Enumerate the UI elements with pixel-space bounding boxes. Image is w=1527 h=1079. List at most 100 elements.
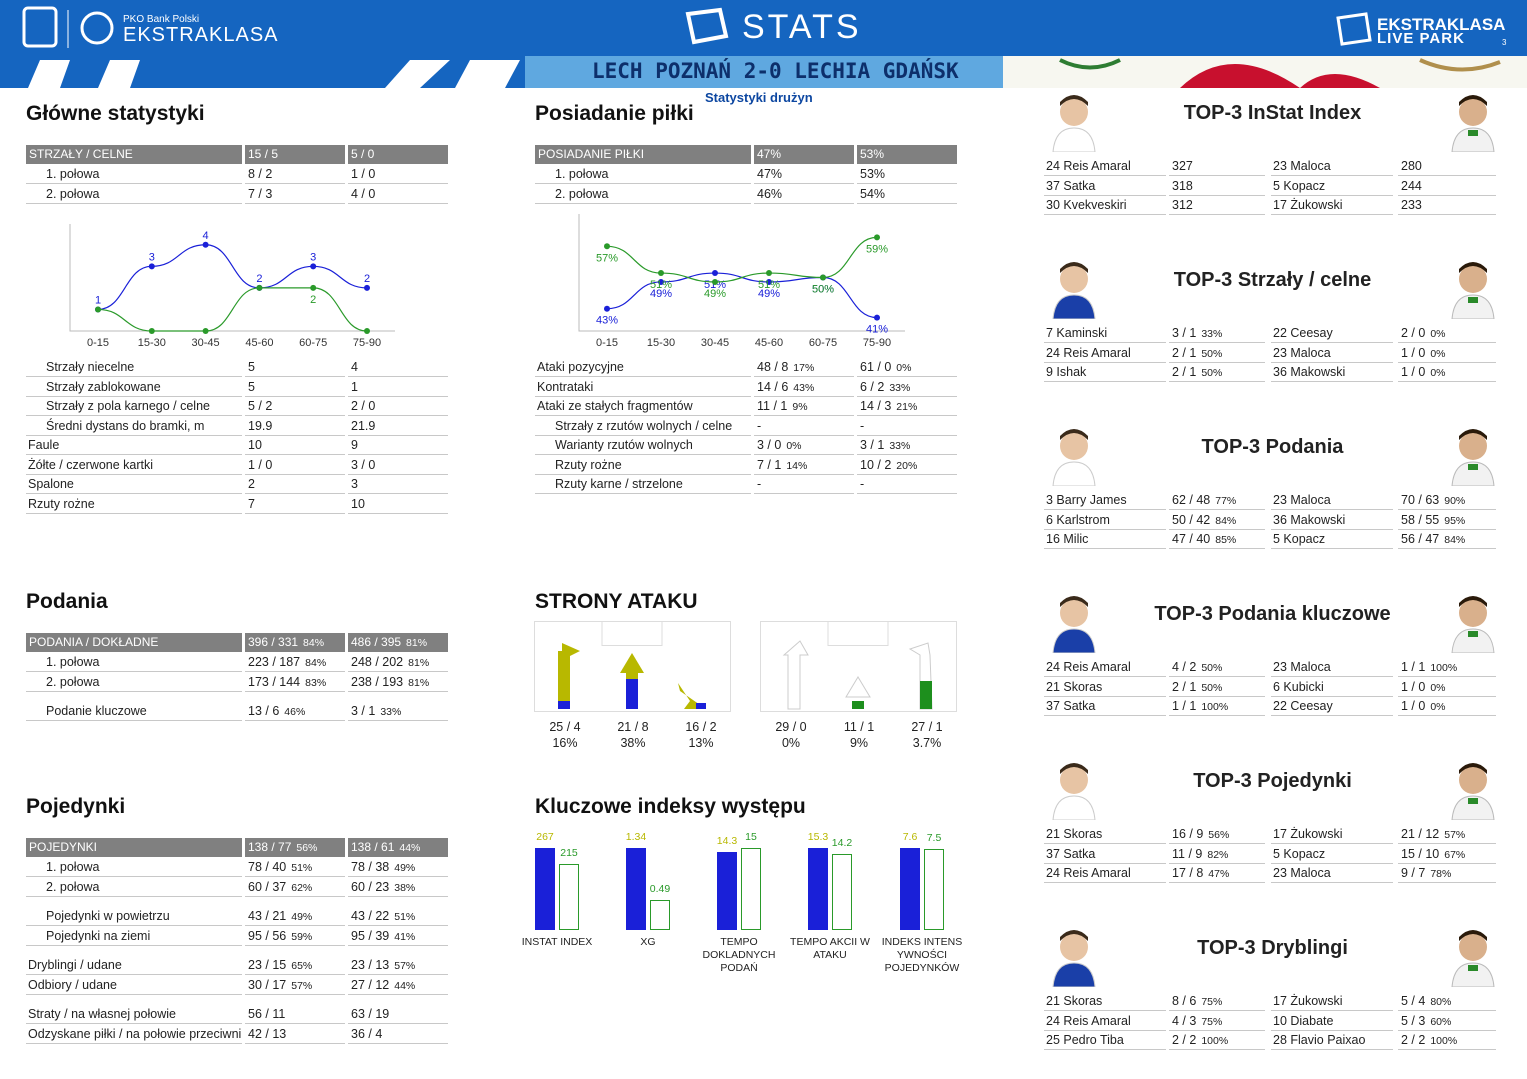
main_stats-row-label: 1. połowa xyxy=(26,165,242,184)
top3-home-player: 21 Skoras xyxy=(1044,825,1166,844)
possession-row-away-pct: 21% xyxy=(896,401,918,413)
away-player-photo xyxy=(1450,927,1496,988)
possession-row-label: Strzały z rzutów wolnych / celne xyxy=(535,417,751,436)
possession-row-label: Kontrataki xyxy=(535,378,751,397)
main_stats-row-label: Strzały z pola karnego / celne xyxy=(26,397,242,416)
attack-home-value: 25 / 4 xyxy=(549,720,581,734)
top3-away-value: 1 / 1 xyxy=(1401,660,1426,674)
duels-row-away-value: 23 / 13 xyxy=(351,958,390,972)
top3-home-value: 17 / 8 xyxy=(1172,866,1204,880)
duels-row-home-pct: 51% xyxy=(291,862,313,874)
x-tick-label: 15-30 xyxy=(138,337,166,349)
match-title: LECH POZNAŃ 2-0 LECHIA GDAŃSK xyxy=(592,59,959,83)
passes-row-home-value: 223 / 187 xyxy=(248,655,301,669)
top3-home-pct: 33% xyxy=(1201,328,1223,340)
possession-row-home: 48 / 8 17% xyxy=(754,358,854,377)
passes-row-home: 173 / 144 83% xyxy=(245,673,345,692)
top3-home-stat: 2 / 1 50% xyxy=(1169,678,1265,697)
key-index-home-bar xyxy=(626,848,646,930)
top3-away-player: 5 Kopacz xyxy=(1271,530,1393,549)
main_stats-row-label: Żółte / czerwone kartki xyxy=(26,456,242,475)
top3-away-stat: 56 / 47 84% xyxy=(1398,530,1496,549)
top3-away-player: 22 Ceesay xyxy=(1271,324,1393,343)
home-player-photo xyxy=(1051,760,1097,821)
passes-row-home-pct: 46% xyxy=(284,706,306,718)
duels-row-label: 1. połowa xyxy=(26,858,242,877)
attack-home-pct: 13% xyxy=(688,736,714,750)
main_stats-row-away: 4 / 0 xyxy=(348,185,448,204)
top3-away-player: 22 Ceesay xyxy=(1271,697,1393,716)
attack-home-pct: 16% xyxy=(552,736,578,750)
key-index-label: INDEKS INTENS YWNOŚCI POJEDYNKÓW xyxy=(881,936,963,974)
possession-timeline-chart: 0-15 15-30 30-45 45-60 60-75 75-9043%49%51%49… xyxy=(578,214,905,349)
passes-header-home-pct: 84% xyxy=(303,637,325,649)
top3-away-value: 1 / 0 xyxy=(1401,365,1426,379)
header-banner: PKO Bank Polski EKSTRAKLASA STATS EKSTRA… xyxy=(0,0,1527,88)
key-index-home-bar xyxy=(900,848,920,930)
duels-row-home-pct: 65% xyxy=(291,960,313,972)
key-index-home-value: 7.6 xyxy=(902,831,918,843)
duels-row-label: Odzyskane piłki / na połowie przeciwnika xyxy=(26,1025,242,1044)
top3-away-value: 5 / 4 xyxy=(1401,994,1426,1008)
top3-away-value: 9 / 7 xyxy=(1401,866,1426,880)
top3-home-pct: 100% xyxy=(1201,701,1229,713)
series-line-home xyxy=(97,244,368,311)
duels-row-label: Pojedynki w powietrzu xyxy=(26,907,242,926)
possession-row-home: 46% xyxy=(754,185,854,204)
top3-away-player: 17 Żukowski xyxy=(1271,196,1393,215)
key-index-away-bar xyxy=(832,854,852,930)
top3-away-pct: 80% xyxy=(1430,996,1452,1008)
top3-home-stat: 47 / 40 85% xyxy=(1169,530,1265,549)
main_stats-row-home: 5 xyxy=(245,378,345,397)
duels-row-home: 78 / 40 51% xyxy=(245,858,345,877)
duels-header-home-value: 138 / 77 xyxy=(248,840,292,854)
x-tick-label: 15-30 xyxy=(647,337,675,349)
chart-axis xyxy=(578,214,905,332)
top3-home-player: 16 Milic xyxy=(1044,530,1166,549)
possession-row-home: 7 / 1 14% xyxy=(754,456,854,475)
data-label: 49% xyxy=(704,288,726,300)
data-label: 51% xyxy=(650,279,672,291)
top3-home-pct: 100% xyxy=(1201,1035,1229,1047)
top3-home-value: 62 / 48 xyxy=(1172,493,1211,507)
top3-home-pct: 56% xyxy=(1208,829,1230,841)
top3-away-player: 5 Kopacz xyxy=(1271,845,1393,864)
top3-title: TOP-3 Podania xyxy=(1201,436,1344,458)
top3-home-player: 3 Barry James xyxy=(1044,491,1166,510)
passes-row-away-value: 238 / 193 xyxy=(351,675,404,689)
duels-row-home-value: 23 / 15 xyxy=(248,958,287,972)
top3-home-value: 4 / 3 xyxy=(1172,1013,1197,1028)
duels-row-away-pct: 49% xyxy=(394,862,416,874)
top3-away-value: 1 / 0 xyxy=(1401,345,1426,360)
top3-away-value: 280 xyxy=(1401,159,1422,173)
key-index-label: INSTAT INDEX xyxy=(521,936,593,948)
top3-away-value: 244 xyxy=(1401,178,1422,193)
data-point xyxy=(604,243,610,250)
top3-away-player: 23 Maloca xyxy=(1271,344,1393,363)
main_stats-row-label: 2. połowa xyxy=(26,185,242,204)
duels-row-home: 42 / 13 xyxy=(245,1025,345,1044)
duels-row-away: 36 / 4 xyxy=(348,1025,448,1044)
top3-away-stat: 2 / 0 0% xyxy=(1398,324,1496,343)
possession-row-away-pct: 0% xyxy=(896,362,912,374)
top3-away-stat: 244 xyxy=(1398,177,1496,196)
attack-title: STRONY ATAKU xyxy=(535,590,698,613)
attack-home-pct: 38% xyxy=(620,736,646,750)
duels-row-away-value: 60 / 23 xyxy=(351,880,390,894)
key-index-home-value: 1.34 xyxy=(625,831,647,843)
top3-away-player: 17 Żukowski xyxy=(1271,825,1393,844)
top3-home-pct: 75% xyxy=(1201,1015,1223,1028)
top3-away-value: 15 / 10 xyxy=(1401,846,1440,861)
top3-home-player: 24 Reis Amaral xyxy=(1044,157,1166,176)
top3-away-stat: 1 / 0 0% xyxy=(1398,697,1496,716)
duels-row-label: Odbiory / udane xyxy=(26,976,242,995)
top3-home-pct: 77% xyxy=(1215,495,1237,507)
duels-row-home: 60 / 37 62% xyxy=(245,878,345,897)
duels-row-away-pct: 57% xyxy=(394,960,416,972)
passes-header-home: 396 / 331 84% xyxy=(245,633,345,652)
top3-away-stat: 15 / 10 67% xyxy=(1398,845,1496,864)
top3-home-stat: 50 / 42 84% xyxy=(1169,511,1265,530)
possession-row-home-pct: 43% xyxy=(793,382,815,394)
top3-home-player: 24 Reis Amaral xyxy=(1044,1012,1166,1031)
x-tick-label: 75-90 xyxy=(863,337,891,349)
